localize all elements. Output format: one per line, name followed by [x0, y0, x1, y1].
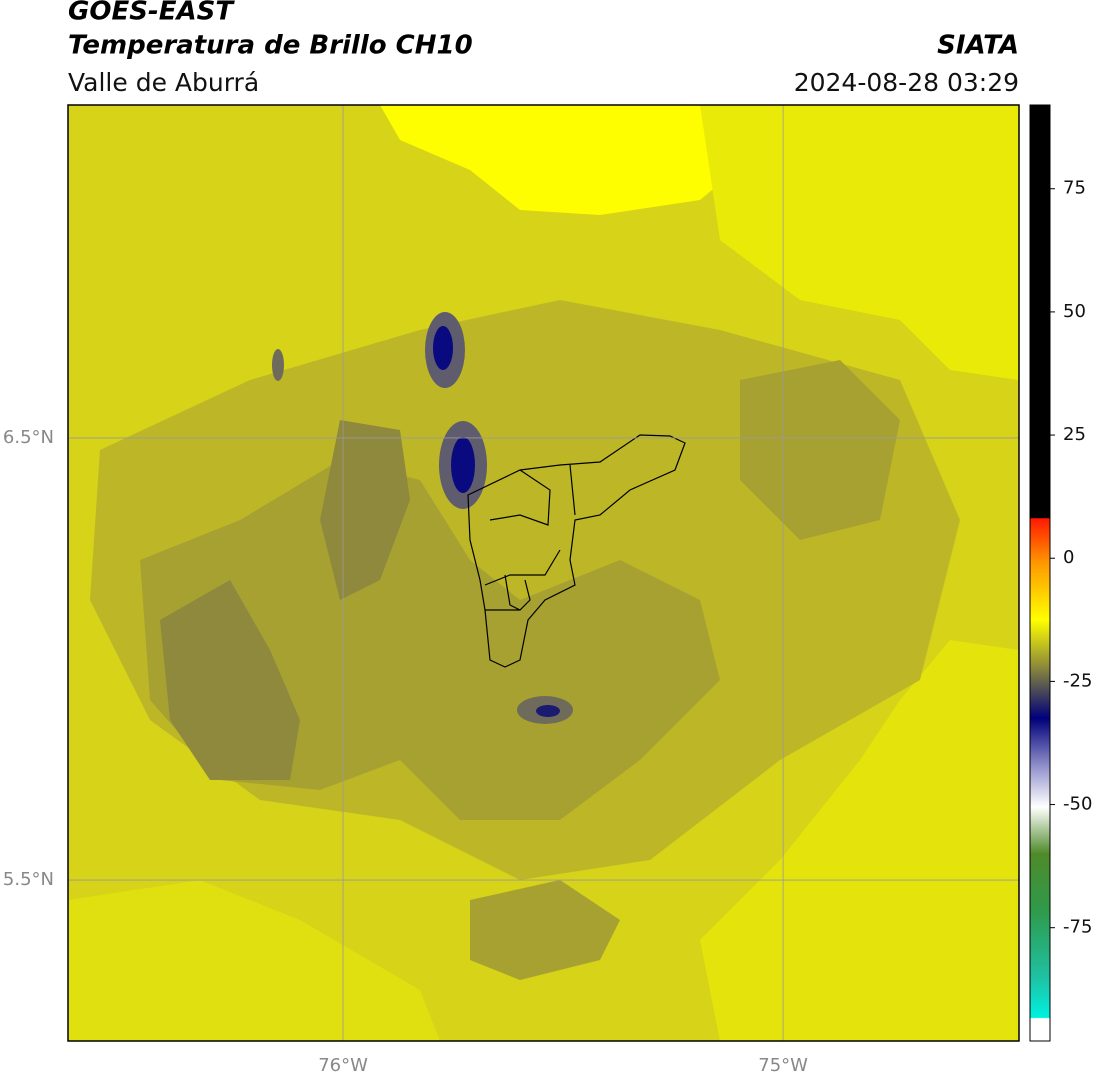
region: Valle de Aburrá: [68, 68, 259, 97]
colorbar-tick-label: -75: [1063, 917, 1092, 938]
map-image: [68, 105, 1019, 1041]
colorbar-tick-label: -25: [1063, 670, 1092, 691]
colorbar-tick-label: 50: [1063, 301, 1086, 322]
grid: [68, 105, 1019, 1041]
source: SIATA: [937, 31, 1019, 61]
y-tick-label: 5.5°N: [3, 869, 54, 890]
colorbar-tick-label: 75: [1063, 178, 1086, 199]
colorbar-tick-label: 0: [1063, 547, 1074, 568]
map-frame: [67, 104, 1020, 1042]
title: GOES-EAST: [68, 0, 235, 27]
colorbar-tick-label: 25: [1063, 424, 1086, 445]
subtitle: Temperatura de Brillo CH10: [68, 31, 473, 61]
colorbar-tick-label: -50: [1063, 794, 1092, 815]
x-tick-label: 75°W: [758, 1055, 808, 1076]
y-tick-label: 6.5°N: [3, 427, 54, 448]
datetime: 2024-08-28 03:29: [794, 68, 1019, 97]
x-tick-label: 76°W: [318, 1055, 368, 1076]
colorbar: [1029, 104, 1051, 1042]
